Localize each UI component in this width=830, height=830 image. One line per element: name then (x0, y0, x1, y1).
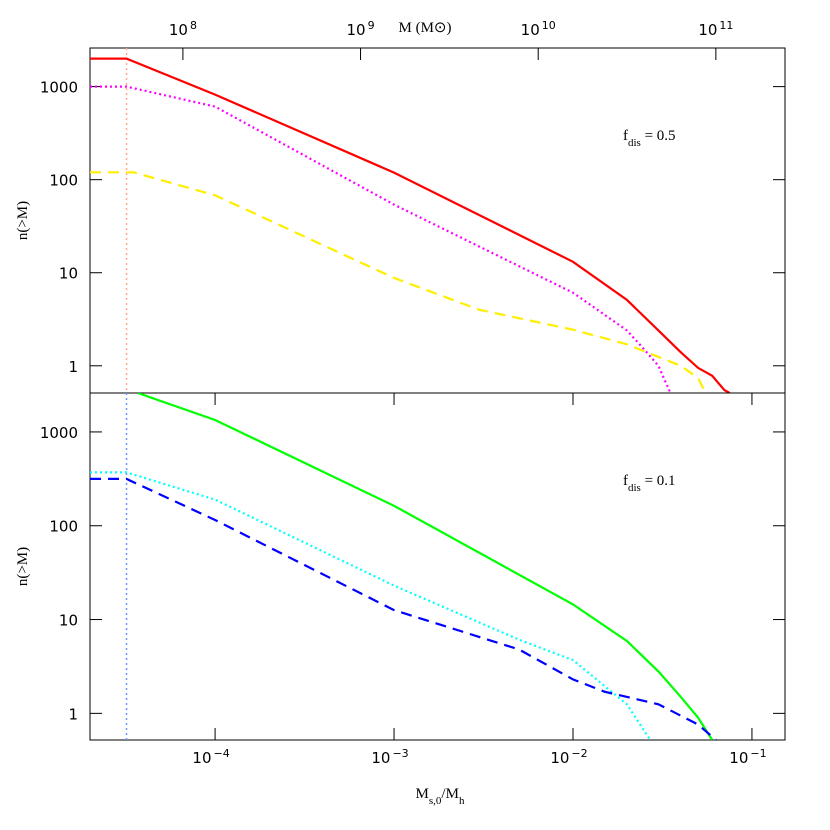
plot-area (90, 48, 731, 393)
plot-frame (89, 392, 786, 741)
tick-exp: 9 (368, 19, 375, 32)
y-tick-label: 1000 (40, 79, 78, 97)
x-tick-label: 10 −3 (371, 747, 408, 768)
tick-exp: −4 (214, 747, 230, 760)
text-part: f (623, 128, 628, 144)
tick-base: 10 (698, 21, 717, 39)
text-part: = 0.5 (641, 128, 676, 144)
text-part: s,0 (429, 795, 442, 807)
annotation: fdis = 0.5 (623, 128, 676, 149)
series-line (90, 85, 672, 393)
x-tick-label: 10 −2 (550, 747, 587, 768)
tick-exp: 11 (719, 19, 733, 32)
text-part: M (416, 786, 429, 802)
series-line (90, 471, 652, 740)
y-tick-label: 1000 (40, 424, 78, 442)
x2-tick-label: 10 11 (698, 19, 733, 40)
series-line (90, 171, 707, 393)
text-part: dis (628, 137, 641, 149)
tick-base: 10 (371, 749, 390, 767)
text-part: h (459, 795, 465, 807)
tick-base: 10 (729, 749, 748, 767)
tick-exp: −2 (571, 747, 587, 760)
text-part: dis (628, 482, 641, 494)
y-tick-label: 1 (68, 358, 78, 376)
y-tick-label: 100 (49, 518, 78, 536)
x2-tick-label: 10 9 (347, 19, 375, 40)
x2-tick-label: 10 10 (521, 19, 556, 40)
x2-axis-title: M (M⊙) (399, 20, 452, 36)
series-line (90, 477, 717, 740)
x2-tick-label: 10 8 (169, 19, 197, 40)
x-tick-label: 10 −1 (729, 747, 766, 768)
text-part: f (623, 473, 628, 489)
annotation: fdis = 0.1 (623, 473, 676, 494)
tick-exp: −3 (392, 747, 408, 760)
y-tick-label: 100 (49, 172, 78, 190)
y-axis-title: n(>M) (15, 201, 31, 240)
tick-base: 10 (521, 21, 540, 39)
y-tick-label: 10 (59, 612, 78, 630)
tick-exp: −1 (750, 747, 766, 760)
y-tick-label: 10 (59, 265, 78, 283)
plot-frame (89, 47, 786, 394)
x-tick-label: 10 −4 (192, 747, 229, 768)
y-axis-title: n(>M) (15, 547, 31, 586)
tick-base: 10 (192, 749, 211, 767)
text-part: = 0.1 (641, 473, 676, 489)
text-part: /M (441, 786, 459, 802)
tick-exp: 8 (190, 19, 197, 32)
y-tick-label: 1 (68, 705, 78, 723)
x-axis-title: Ms,0/Mh (416, 786, 465, 807)
tick-base: 10 (550, 749, 569, 767)
plot-area (90, 393, 717, 740)
tick-exp: 10 (542, 19, 556, 32)
series-line (137, 393, 714, 740)
series-line (90, 57, 731, 393)
tick-base: 10 (169, 21, 188, 39)
tick-base: 10 (347, 21, 366, 39)
